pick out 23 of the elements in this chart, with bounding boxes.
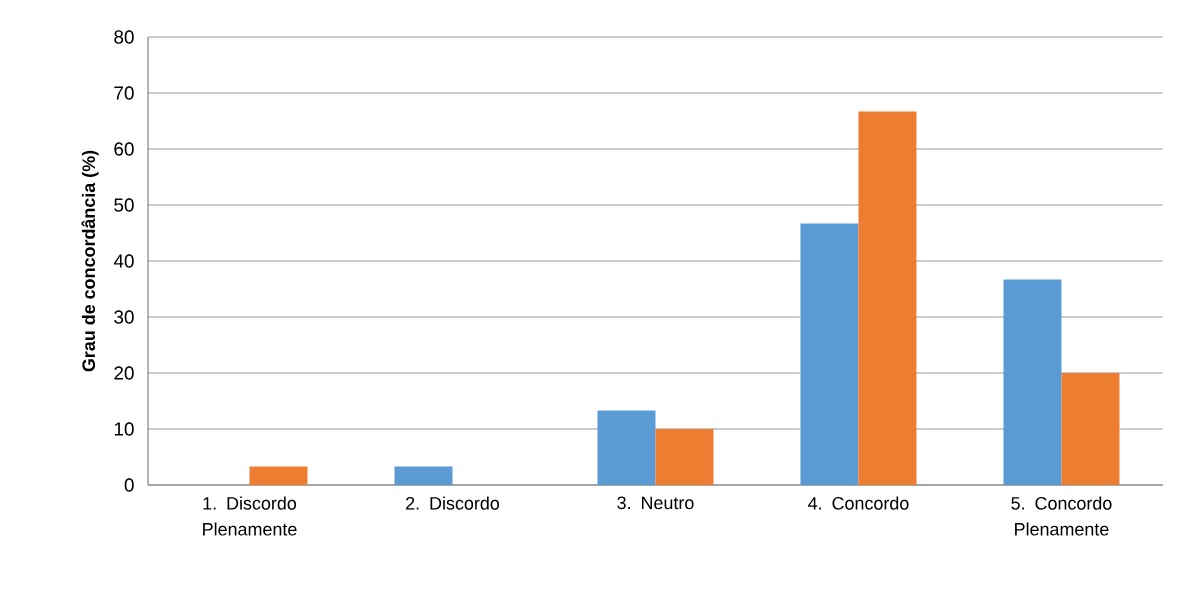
bar [1061, 372, 1120, 485]
bar [858, 111, 917, 485]
bar [655, 428, 714, 485]
y-tick-label: 80 [114, 30, 134, 44]
y-tick-label: 30 [114, 310, 134, 324]
bar [800, 223, 859, 485]
y-tick-label: 0 [124, 478, 134, 492]
x-tick-label: 3. Neutro [617, 496, 694, 510]
x-tick-label: 2. Discordo [406, 496, 500, 510]
y-tick-label: 50 [114, 198, 134, 212]
bar [597, 410, 656, 485]
y-tick-label: 40 [113, 254, 134, 268]
y-tick-label: 60 [114, 142, 134, 156]
y-tick-label: 70 [114, 86, 134, 100]
bar [394, 466, 453, 485]
bar [249, 466, 308, 485]
y-axis-title: Grau de concordância (%) [81, 150, 99, 372]
y-tick-label: 10 [114, 422, 134, 436]
y-tick-label: 20 [114, 366, 134, 380]
bar [1003, 279, 1062, 485]
x-tick-label: 1. Discordo Plenamente [203, 496, 297, 536]
x-tick-label: 5. Concordo Plenamente [1011, 496, 1112, 536]
x-tick-label: 4. Concordo [808, 496, 909, 510]
